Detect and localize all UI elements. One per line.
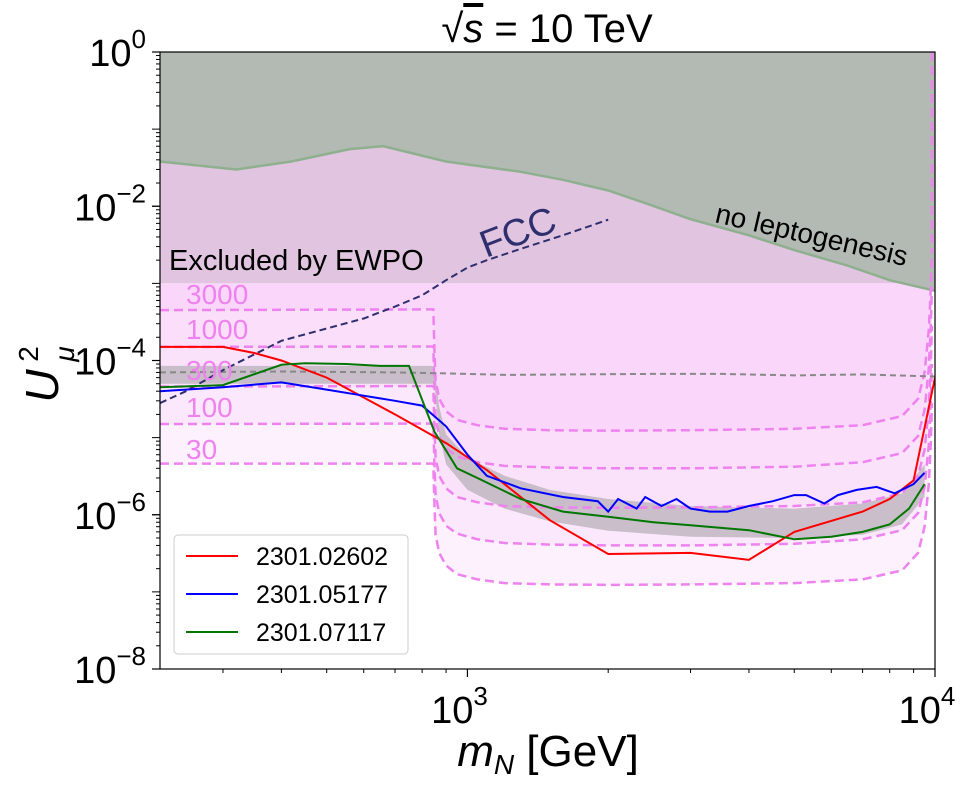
sensitivity-label-300: 300: [186, 355, 233, 386]
y-tick-label: 10−4: [74, 333, 146, 384]
y-tick-label: 10−2: [74, 178, 146, 229]
y-tick-label: 10−6: [74, 487, 146, 538]
title-sqrt: √: [441, 7, 463, 51]
y-tick-label: 100: [89, 24, 146, 75]
x-tick-label: 103: [431, 681, 488, 732]
series-line-2301-07117: [160, 362, 926, 541]
sensitivity-fill-3000: [160, 252, 932, 431]
sensitivity-label-100: 100: [186, 392, 233, 423]
sensitivity-line-300: [160, 325, 934, 510]
leptogenesis-boundary-line: [160, 144, 935, 293]
sensitivity-fill-300: [160, 283, 932, 508]
ewpo-label: Excluded by EWPO: [169, 245, 424, 277]
legend-label-2301-05177: 2301.05177: [256, 581, 388, 609]
x-label-unit: [GeV]: [514, 727, 639, 776]
sensitivity-line-1000: [160, 286, 934, 470]
sensitivity-line-100: [160, 363, 934, 547]
y-label-sub: μ: [49, 346, 80, 362]
fcc-curve: [160, 218, 609, 405]
y-axis-label: U 2 μ: [13, 346, 80, 402]
sensitivity-fill-100: [160, 283, 932, 546]
y-label-sup: 2: [13, 346, 44, 362]
series-lines: [160, 345, 935, 561]
plot-area: [160, 52, 935, 669]
series-line-2301-02602: [160, 345, 935, 561]
x-tick-label: 104: [899, 681, 956, 732]
title-var: s: [463, 7, 483, 51]
legend-box: [173, 534, 409, 655]
chart-title: √s = 10 TeV: [441, 7, 653, 51]
sensitivity-label-1000: 1000: [186, 314, 248, 345]
y-tick-label: 10−8: [74, 641, 146, 692]
sensitivity-label-3000: 3000: [186, 279, 248, 310]
gray-uncertainty-band: [160, 365, 925, 538]
y-axis-ticks: 100 10−2 10−4 10−6 10−8: [74, 24, 160, 692]
sensitivity-label-30: 30: [186, 434, 217, 465]
legend-label-2301-07117: 2301.07117: [256, 619, 386, 647]
no-leptogenesis-region: [160, 52, 935, 291]
x-label-sub: N: [494, 749, 515, 780]
x-axis-label: mN [GeV]: [457, 727, 639, 780]
y-label-var: U: [16, 369, 68, 403]
x-axis-ticks: 103 104: [222, 669, 956, 732]
legend-label-2301-02602: 2301.02602: [256, 543, 388, 571]
series-line-2301-05177: [160, 381, 926, 514]
sensitivity-fill-1000: [160, 283, 932, 469]
legend: 2301.02602 2301.05177 2301.07117: [173, 534, 409, 655]
gray-dashed-curve: [160, 370, 935, 378]
sensitivity-line-30: [160, 403, 934, 587]
title-suffix: = 10 TeV: [483, 7, 653, 51]
x-label-var: m: [457, 727, 494, 776]
